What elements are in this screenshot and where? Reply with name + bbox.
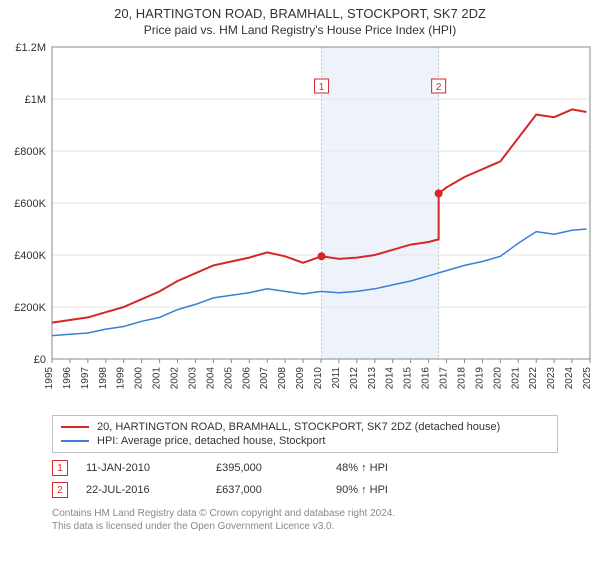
svg-text:2003: 2003 [187, 367, 198, 390]
svg-text:2004: 2004 [205, 367, 216, 390]
marker-table: 1 11-JAN-2010 £395,000 48% ↑ HPI 2 22-JU… [52, 457, 540, 501]
svg-text:2008: 2008 [277, 367, 288, 390]
svg-text:2013: 2013 [367, 367, 378, 390]
marker-price-2: £637,000 [216, 484, 336, 496]
svg-text:2019: 2019 [474, 367, 485, 390]
marker-hpi-1: 48% ↑ HPI [336, 462, 456, 474]
svg-text:£400K: £400K [14, 250, 46, 262]
svg-text:2002: 2002 [170, 367, 181, 390]
svg-text:1997: 1997 [80, 367, 91, 390]
footer-line-1: Contains HM Land Registry data © Crown c… [52, 507, 590, 520]
svg-text:1998: 1998 [98, 367, 109, 390]
svg-text:2024: 2024 [564, 367, 575, 390]
legend-row-2: HPI: Average price, detached house, Stoc… [61, 434, 549, 448]
marker-date-1: 11-JAN-2010 [86, 462, 216, 474]
legend-swatch-1 [61, 426, 89, 428]
chart-area: £0 £200K £400K £600K £800K £1M £1.2M 1995 1996 19… [0, 39, 600, 409]
page-subtitle: Price paid vs. HM Land Registry's House … [0, 23, 600, 37]
page-title: 20, HARTINGTON ROAD, BRAMHALL, STOCKPORT… [0, 6, 600, 21]
chart-svg: £0 £200K £400K £600K £800K £1M £1.2M 1995 1996 19… [0, 39, 600, 409]
svg-text:2020: 2020 [492, 367, 503, 390]
marker-date-2: 22-JUL-2016 [86, 484, 216, 496]
legend-label-1: 20, HARTINGTON ROAD, BRAMHALL, STOCKPORT… [97, 421, 500, 433]
svg-text:2023: 2023 [546, 367, 557, 390]
legend-label-2: HPI: Average price, detached house, Stoc… [97, 435, 326, 447]
svg-text:2015: 2015 [403, 367, 414, 390]
svg-text:2016: 2016 [421, 367, 432, 390]
legend: 20, HARTINGTON ROAD, BRAMHALL, STOCKPORT… [52, 415, 558, 453]
svg-text:£1M: £1M [25, 94, 46, 106]
svg-text:2018: 2018 [456, 367, 467, 390]
svg-text:2009: 2009 [295, 367, 306, 390]
marker-row-2: 2 22-JUL-2016 £637,000 90% ↑ HPI [52, 479, 540, 501]
svg-text:2: 2 [436, 82, 442, 93]
svg-text:2001: 2001 [152, 367, 163, 390]
legend-swatch-2 [61, 440, 89, 442]
footer-line-2: This data is licensed under the Open Gov… [52, 520, 590, 533]
svg-text:1996: 1996 [62, 367, 73, 390]
svg-text:2005: 2005 [223, 367, 234, 390]
svg-text:2014: 2014 [385, 367, 396, 390]
footer: Contains HM Land Registry data © Crown c… [52, 507, 590, 533]
marker-price-1: £395,000 [216, 462, 336, 474]
marker-hpi-2: 90% ↑ HPI [336, 484, 456, 496]
marker-badge-1: 1 [52, 460, 68, 476]
legend-row-1: 20, HARTINGTON ROAD, BRAMHALL, STOCKPORT… [61, 420, 549, 434]
svg-text:2010: 2010 [313, 367, 324, 390]
svg-text:2017: 2017 [439, 367, 450, 390]
svg-text:2021: 2021 [510, 367, 521, 390]
svg-text:£0: £0 [34, 354, 46, 366]
svg-text:£600K: £600K [14, 198, 46, 210]
svg-text:£800K: £800K [14, 146, 46, 158]
svg-text:2012: 2012 [349, 367, 360, 390]
marker-badge-2: 2 [52, 482, 68, 498]
svg-text:2025: 2025 [582, 367, 593, 390]
marker-row-1: 1 11-JAN-2010 £395,000 48% ↑ HPI [52, 457, 540, 479]
svg-text:2022: 2022 [528, 367, 539, 390]
svg-text:2007: 2007 [259, 367, 270, 390]
svg-text:1999: 1999 [116, 367, 127, 390]
svg-text:£200K: £200K [14, 302, 46, 314]
svg-text:2006: 2006 [241, 367, 252, 390]
svg-text:2000: 2000 [134, 367, 145, 390]
svg-text:£1.2M: £1.2M [15, 42, 46, 54]
svg-text:1: 1 [319, 82, 325, 93]
svg-text:2011: 2011 [331, 367, 342, 389]
svg-text:1995: 1995 [44, 367, 55, 390]
